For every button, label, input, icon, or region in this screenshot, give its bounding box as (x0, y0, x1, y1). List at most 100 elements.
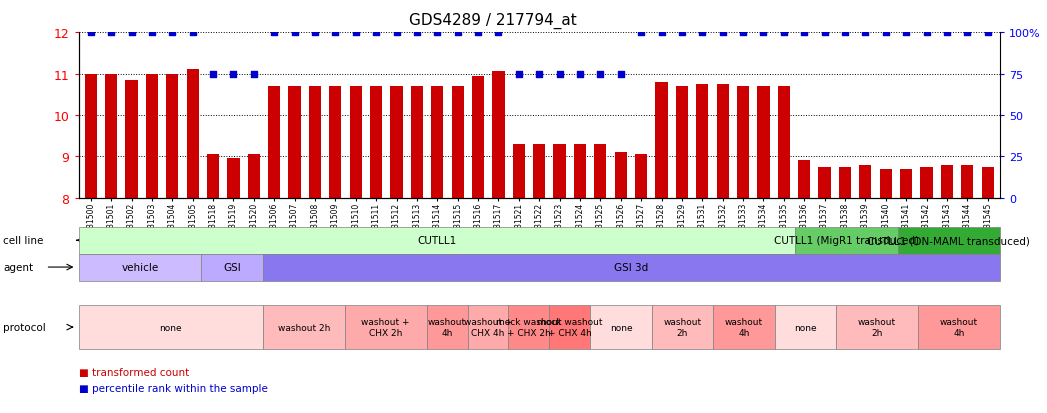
Point (307, 30, 324, 36)
Bar (309, 87, 321, 198)
Bar (329, 87, 341, 198)
Point (694, 30, 711, 36)
Bar (533, 145, 545, 198)
Text: protocol: protocol (3, 322, 46, 332)
Text: washout +
CHX 2h: washout + CHX 2h (361, 318, 409, 337)
Point (83, 30, 99, 36)
Point (103, 30, 119, 36)
Text: ■ transformed count: ■ transformed count (79, 367, 188, 377)
Point (632, 30, 649, 36)
Bar (819, 167, 830, 198)
Point (796, 30, 812, 36)
Point (877, 30, 894, 36)
Point (592, 71, 608, 78)
Point (327, 30, 343, 36)
Bar (451, 87, 464, 198)
Bar (737, 87, 750, 198)
Point (938, 30, 955, 36)
Point (470, 30, 487, 36)
Point (204, 71, 221, 78)
Bar (798, 161, 810, 198)
Bar (920, 167, 933, 198)
Point (918, 30, 935, 36)
Text: washout
4h: washout 4h (725, 318, 763, 337)
Bar (166, 74, 178, 198)
Point (897, 30, 914, 36)
Point (572, 71, 588, 78)
Point (959, 30, 976, 36)
Bar (472, 76, 484, 198)
Text: washout
4h: washout 4h (428, 318, 466, 337)
Point (531, 71, 548, 78)
Text: ■ percentile rank within the sample: ■ percentile rank within the sample (79, 383, 267, 393)
Bar (350, 87, 362, 198)
Bar (289, 87, 300, 198)
Text: washout
2h: washout 2h (857, 318, 896, 337)
Bar (391, 87, 403, 198)
Text: washout 2h: washout 2h (277, 323, 330, 332)
Point (286, 30, 303, 36)
Bar (126, 81, 137, 198)
Bar (981, 167, 994, 198)
Bar (513, 145, 525, 198)
Point (612, 71, 629, 78)
Text: vehicle: vehicle (121, 262, 158, 273)
Point (449, 30, 466, 36)
Point (511, 71, 528, 78)
Bar (716, 85, 729, 198)
Point (143, 30, 160, 36)
Bar (778, 87, 789, 198)
Bar (431, 87, 443, 198)
Point (429, 30, 446, 36)
Bar (186, 70, 199, 198)
Point (164, 30, 181, 36)
Text: none: none (609, 323, 632, 332)
Bar (207, 155, 219, 198)
Point (348, 30, 364, 36)
Bar (492, 72, 505, 198)
Bar (595, 145, 606, 198)
Point (408, 30, 425, 36)
Point (245, 71, 262, 78)
Bar (370, 87, 382, 198)
Point (755, 30, 772, 36)
Bar (839, 167, 851, 198)
Text: cell line: cell line (3, 235, 44, 246)
Bar (574, 145, 586, 198)
Point (653, 30, 670, 36)
Text: washout
4h: washout 4h (940, 318, 978, 337)
Text: agent: agent (3, 262, 34, 273)
Bar (860, 165, 871, 198)
Point (979, 30, 996, 36)
Point (124, 30, 140, 36)
Point (735, 30, 752, 36)
Text: GDS4289 / 217794_at: GDS4289 / 217794_at (409, 12, 577, 28)
Point (673, 30, 690, 36)
Bar (85, 74, 97, 198)
Bar (675, 87, 688, 198)
Bar (941, 165, 953, 198)
Point (776, 30, 793, 36)
Text: mock washout
+ CHX 2h: mock washout + CHX 2h (496, 318, 562, 337)
Text: CUTLL1 (DN-MAML transduced): CUTLL1 (DN-MAML transduced) (867, 235, 1030, 246)
Bar (105, 74, 117, 198)
Text: washout +
CHX 4h: washout + CHX 4h (464, 318, 512, 337)
Bar (268, 87, 281, 198)
Text: GSI 3d: GSI 3d (615, 262, 648, 273)
Point (857, 30, 874, 36)
Bar (248, 155, 260, 198)
Text: washout
2h: washout 2h (664, 318, 701, 337)
Text: GSI: GSI (223, 262, 241, 273)
Point (388, 30, 405, 36)
Bar (757, 87, 770, 198)
Point (225, 71, 242, 78)
Bar (146, 74, 158, 198)
Bar (227, 159, 240, 198)
Bar (900, 169, 912, 198)
Point (817, 30, 833, 36)
Point (551, 71, 567, 78)
Point (837, 30, 853, 36)
Bar (655, 83, 668, 198)
Point (184, 30, 201, 36)
Bar (615, 153, 627, 198)
